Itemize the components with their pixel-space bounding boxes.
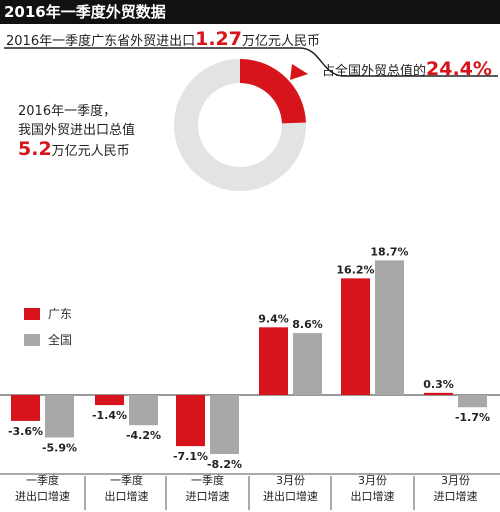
gd-unit: 万亿元人民币 <box>241 34 320 49</box>
bar-label-national-0: -5.9% <box>42 441 77 454</box>
category-label-3-0: 3月份 <box>276 474 305 487</box>
bar-guangdong-1 <box>95 395 124 406</box>
chart-title: 2016年一季度外贸数据 <box>0 0 500 24</box>
nat-line2: 我国外贸进出口总值 <box>18 123 136 138</box>
category-label-5-0: 3月份 <box>441 474 470 487</box>
category-label-1-1: 出口增速 <box>105 489 149 503</box>
category-label-0-1: 进出口增速 <box>15 489 70 503</box>
bar-guangdong-2 <box>176 395 205 447</box>
gd-prefix: 2016年一季度广东省外贸进出口 <box>6 34 196 49</box>
bar-label-guangdong-4: 16.2% <box>336 263 374 276</box>
share-pointer-icon <box>290 64 308 80</box>
bar-national-2 <box>210 395 239 455</box>
bar-national-0 <box>45 395 74 438</box>
bar-label-guangdong-0: -3.6% <box>8 425 43 438</box>
bar-guangdong-3 <box>259 327 288 395</box>
bar-guangdong-5 <box>424 392 453 395</box>
guangdong-total-text: 2016年一季度广东省外贸进出口1.27万亿元人民币 <box>6 28 320 50</box>
nat-unit: 万亿元人民币 <box>51 144 130 159</box>
category-label-2-1: 进口增速 <box>186 489 230 503</box>
category-label-0-0: 一季度 <box>26 473 59 487</box>
bar-label-national-2: -8.2% <box>207 458 242 471</box>
bar-label-guangdong-5: 0.3% <box>423 378 454 391</box>
category-label-4-1: 出口增速 <box>351 489 395 503</box>
legend-swatch-national <box>24 334 40 346</box>
nat-value: 5.2 <box>18 138 52 160</box>
bar-label-national-1: -4.2% <box>126 429 161 442</box>
legend-swatch-guangdong <box>24 308 40 320</box>
nat-line1: 2016年一季度， <box>18 104 117 119</box>
bar-national-3 <box>293 333 322 395</box>
bar-label-national-5: -1.7% <box>455 411 490 424</box>
donut-share-segment <box>240 59 306 124</box>
bar-national-5 <box>458 395 487 408</box>
category-label-1-0: 一季度 <box>110 473 143 487</box>
share-value: 24.4% <box>426 58 492 80</box>
category-label-3-1: 进出口增速 <box>263 489 318 503</box>
category-label-2-0: 一季度 <box>191 473 224 487</box>
bar-label-national-4: 18.7% <box>370 245 408 258</box>
bar-label-guangdong-3: 9.4% <box>258 312 289 325</box>
connector-line <box>4 47 498 77</box>
bar-guangdong-4 <box>341 278 370 395</box>
legend-label-guangdong: 广东 <box>48 307 72 321</box>
bar-label-national-3: 8.6% <box>292 318 323 331</box>
national-total-text: 2016年一季度， 我国外贸进出口总值 5.2万亿元人民币 <box>18 102 135 161</box>
bar-label-guangdong-1: -1.4% <box>92 409 127 422</box>
donut-chart <box>174 59 308 191</box>
category-label-4-0: 3月份 <box>358 474 387 487</box>
legend-label-national: 全国 <box>48 332 72 347</box>
gd-value: 1.27 <box>195 28 242 50</box>
bar-national-4 <box>375 260 404 395</box>
category-label-5-1: 进口增速 <box>434 489 478 503</box>
bar-national-1 <box>129 395 158 426</box>
bar-label-guangdong-2: -7.1% <box>173 450 208 463</box>
bar-guangdong-0 <box>11 395 40 421</box>
